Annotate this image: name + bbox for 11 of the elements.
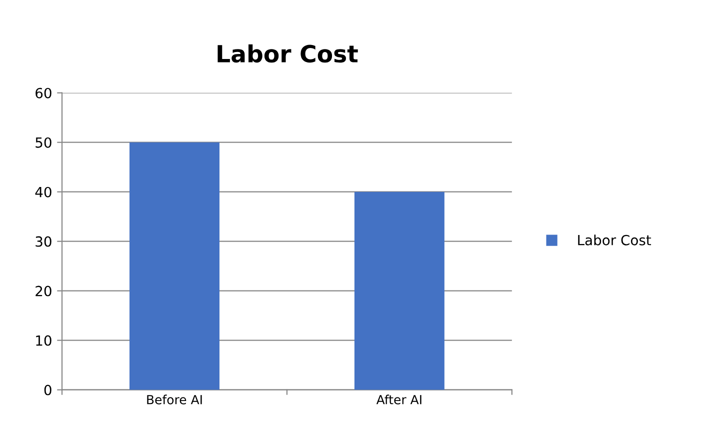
y-tick-label: 0 — [44, 384, 52, 396]
y-tick-label: 40 — [35, 186, 52, 198]
y-tick-label: 50 — [36, 137, 52, 148]
legend-label: Labor Cost — [578, 234, 652, 246]
x-tick-label: After AI — [376, 394, 422, 404]
y-tick-label: 20 — [36, 286, 52, 296]
y-tick-label: 10 — [36, 335, 52, 346]
chart-title: Labor Cost — [218, 44, 358, 63]
x-tick-label: Before AI — [147, 394, 202, 404]
y-tick-label: 30 — [36, 236, 52, 247]
y-tick-label: 60 — [36, 88, 52, 98]
